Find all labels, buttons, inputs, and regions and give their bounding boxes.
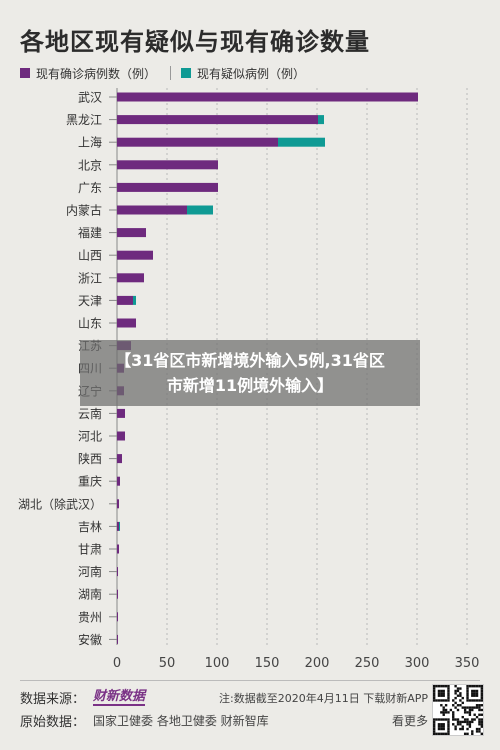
bar-confirmed [117, 408, 125, 418]
bar-confirmed [117, 544, 119, 554]
x-tick-label: 150 [255, 656, 280, 671]
x-tick-label: 0 [113, 656, 121, 671]
bar-confirmed [117, 250, 153, 260]
category-label: 山西 [78, 249, 102, 263]
bar-confirmed [117, 205, 187, 215]
x-tick-label: 200 [305, 656, 330, 671]
category-label: 湖北（除武汉） [18, 496, 102, 511]
footer-divider [20, 680, 480, 681]
category-label: 湖南 [78, 587, 102, 602]
category-label: 安徽 [78, 632, 102, 647]
bar-confirmed [117, 115, 318, 125]
headline-line-2: 市新增11例境外输入】 [166, 376, 334, 395]
x-tick-label: 350 [455, 656, 480, 671]
footer-original-row: 原始数据： 国家卫健委 各地卫健委 财新智库 看更多 [20, 711, 428, 730]
legend-item-confirmed: 现有确诊病例数（例） [20, 65, 156, 82]
category-label: 黑龙江 [66, 113, 102, 127]
original-data-sources: 国家卫健委 各地卫健委 财新智库 [93, 714, 269, 728]
data-date-note: 注:数据截至2020年4月11日 下载财新APP [219, 691, 428, 705]
category-label: 武汉 [78, 91, 102, 105]
bar-suspected [133, 295, 136, 305]
legend-swatch-suspected [181, 68, 192, 78]
category-label: 吉林 [78, 520, 102, 534]
legend-separator [170, 66, 172, 80]
legend-label-suspected: 现有疑似病例（例） [197, 66, 306, 81]
category-label: 上海 [78, 135, 102, 150]
category-label: 天津 [78, 294, 102, 308]
bar-confirmed [117, 476, 120, 486]
category-label: 山东 [78, 317, 102, 331]
category-label: 内蒙古 [66, 203, 102, 218]
see-more-text: 看更多 [391, 714, 428, 728]
bar-confirmed [117, 318, 136, 328]
category-label: 重庆 [78, 475, 102, 489]
bar-confirmed [117, 499, 119, 509]
bar-confirmed [117, 182, 218, 192]
legend-swatch-confirmed [20, 68, 30, 78]
bar-confirmed [117, 612, 118, 622]
category-label: 浙江 [78, 271, 102, 285]
source-label: 数据来源： [20, 692, 86, 707]
category-label: 甘肃 [78, 543, 102, 557]
category-label: 河北 [78, 430, 102, 444]
bar-confirmed [117, 634, 118, 644]
chart-title: 各地区现有疑似与现有确诊数量 [20, 28, 370, 56]
bar-confirmed [117, 137, 278, 147]
bar-confirmed [117, 160, 218, 170]
bar-suspected [278, 137, 325, 147]
category-label: 广东 [78, 181, 102, 195]
bar-confirmed [117, 567, 118, 577]
footer-source-row: 数据来源： 财新数据 注:数据截至2020年4月11日 下载财新APP [20, 688, 428, 707]
category-label: 云南 [78, 406, 102, 421]
bar-confirmed [117, 454, 122, 464]
bar-suspected [119, 521, 120, 531]
bar-confirmed [117, 92, 418, 102]
legend-label-confirmed: 现有确诊病例数（例） [36, 66, 157, 81]
original-data-label: 原始数据： [20, 715, 86, 730]
headline-overlay: 【31省区市新增境外输入5例,31省区 市新增11例境外输入】 [80, 340, 420, 406]
bar-confirmed [117, 295, 133, 305]
category-label: 北京 [78, 158, 102, 172]
bar-confirmed [117, 431, 125, 441]
x-tick-label: 50 [159, 656, 176, 671]
x-tick-label: 100 [205, 656, 230, 671]
x-tick-label: 250 [355, 656, 380, 671]
legend-item-suspected: 现有疑似病例（例） [181, 65, 305, 82]
bar-suspected [187, 205, 213, 215]
category-label: 贵州 [78, 610, 102, 624]
bar-confirmed [117, 521, 119, 531]
qr-code-icon[interactable] [432, 684, 484, 736]
bar-confirmed [117, 273, 144, 283]
chart-legend: 现有确诊病例数（例） 现有疑似病例（例） [20, 64, 319, 82]
category-label: 陕西 [78, 451, 102, 466]
category-label: 河南 [78, 564, 102, 579]
category-label: 福建 [78, 225, 102, 240]
caixin-data-logo: 财新数据 [93, 688, 146, 706]
x-tick-label: 300 [405, 656, 430, 671]
bar-suspected [318, 115, 324, 125]
bar-chart: 0 50 100 150 200 250 300 350 武汉黑龙江上海北京广东内蒙古福建山西浙… [18, 88, 480, 671]
headline-line-1: 【31省区市新增境外输入5例,31省区 [115, 351, 385, 370]
bar-confirmed [117, 228, 146, 238]
bar-confirmed [117, 589, 118, 599]
